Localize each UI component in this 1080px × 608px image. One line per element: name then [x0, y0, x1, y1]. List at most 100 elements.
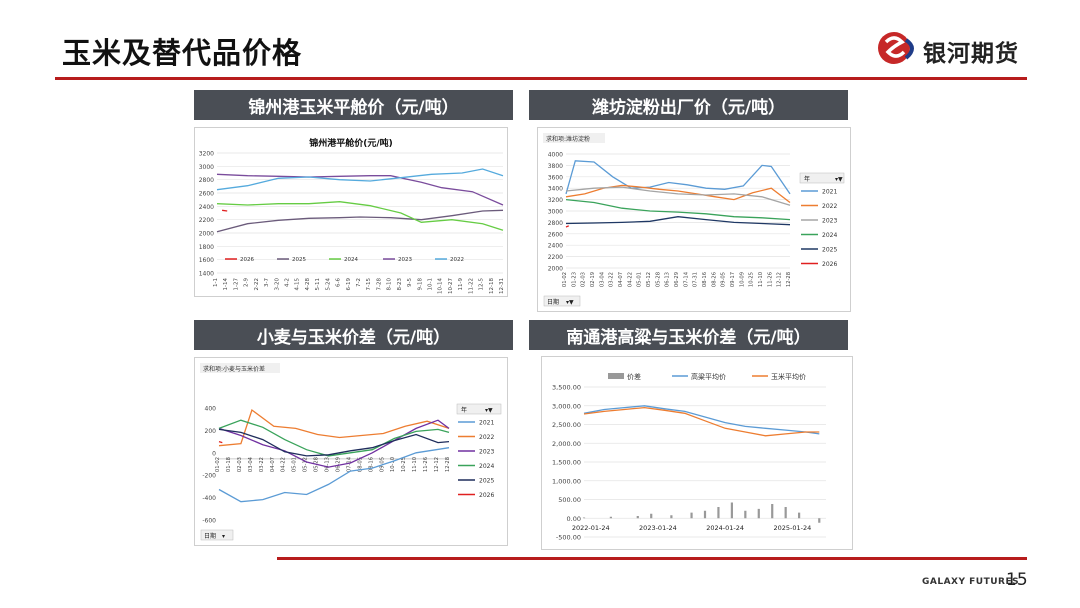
chart-wheat-corn: 求和项:小麦与玉米价差 400 200 0 -200 -400 -600 01-02 01-18…: [194, 357, 508, 546]
x-tick-label: 12-28: [445, 457, 451, 472]
y-tick-label: -400: [202, 495, 216, 502]
x-tick-label: 12-12: [434, 457, 440, 472]
y-tick-label: 0.00: [567, 515, 581, 523]
series-line-2024: [216, 201, 504, 231]
x-tick-label: 4-28: [305, 278, 311, 291]
header-divider: [55, 77, 1027, 80]
x-tick-label: 06-29: [674, 272, 680, 287]
x-tick-label: 05-01: [292, 457, 298, 472]
series-line-2026: [565, 225, 570, 228]
bar-价差: [636, 516, 639, 519]
x-tick-label: 2-22: [254, 278, 260, 290]
year-filter-label: 年: [461, 406, 467, 414]
x-tick-label: 01-23: [571, 272, 577, 287]
y-tick-label: -500.00: [556, 534, 581, 542]
series-line-2023: [565, 186, 791, 206]
y-tick-label: 3200: [548, 197, 563, 204]
x-tick-label: 01-02: [215, 457, 221, 472]
x-tick-label: 08-05: [357, 457, 363, 472]
y-tick-label: 200: [205, 428, 217, 435]
x-tick-label: 2022-01-24: [572, 524, 610, 532]
x-tick-label: 09-17: [730, 272, 736, 287]
y-tick-label: 2800: [548, 220, 563, 227]
x-tick-label: 10-09: [739, 272, 745, 287]
x-tick-label: 1-27: [233, 278, 239, 291]
panel-header-wheat-corn: 小麦与玉米价差（元/吨）: [194, 320, 513, 350]
x-tick-label: 8-23: [397, 278, 403, 291]
year-filter-button: [799, 172, 845, 184]
legend-label: 2025: [822, 247, 837, 254]
x-tick-label: 06-29: [335, 457, 341, 472]
x-tick-label: 10-14: [438, 278, 444, 294]
y-tick-label: 2600: [548, 231, 563, 238]
y-tick-label: 1400: [199, 271, 214, 278]
x-tick-label: 8-10: [387, 278, 393, 291]
x-tick-label: 4-2: [285, 278, 291, 287]
y-tick-label: 400: [205, 406, 217, 413]
chart-weifang: 求和项:潍坊淀粉 4000 3800 3600 3400 3200 3000 2800 2600…: [537, 127, 851, 312]
x-tick-label: 10-25: [749, 272, 755, 287]
series-line-2025: [218, 428, 450, 457]
legend-label: 高粱平均价: [691, 372, 726, 381]
x-tick-label: 05-01: [637, 272, 643, 287]
legend-label: 玉米平均价: [771, 372, 806, 381]
legend-label: 2021: [822, 189, 837, 196]
series-line-2023: [216, 173, 504, 206]
chart-nantong: 3,500.00 3,000.00 2,500.00 2,000.00 1,500.00…: [541, 356, 853, 550]
galaxy-logo-icon: [878, 32, 914, 64]
chart-jinzhou: 锦州港平舱价(元/吨) 3200 3000 2800 2600 2400 2200 2000 1…: [194, 127, 508, 297]
y-tick-label: 3,500.00: [552, 384, 581, 392]
x-tick-label: 09-05: [721, 272, 727, 287]
y-tick-label: 1,500.00: [552, 459, 581, 467]
footer-brand: GALAXY FUTURES: [922, 577, 1020, 587]
y-tick-label: 3200: [199, 151, 214, 158]
x-tick-label: 2025-01-24: [773, 524, 811, 532]
pivot-field-label: 求和项:潍坊淀粉: [546, 135, 590, 143]
x-tick-label: 11-10: [758, 272, 764, 287]
x-tick-label: 04-07: [270, 457, 276, 472]
series-line-2026: [222, 209, 228, 212]
legend-label: 2025: [479, 478, 494, 485]
y-tick-label: 3000: [199, 164, 214, 171]
x-tick-label: 2-9: [244, 278, 250, 287]
y-tick-label: 2400: [199, 204, 214, 211]
x-tick-label: 01-18: [226, 457, 232, 472]
y-tick-label: 3800: [548, 163, 563, 170]
bar-价差: [771, 504, 774, 519]
y-tick-label: 3400: [548, 186, 563, 193]
x-tick-label: 04-22: [627, 272, 633, 287]
date-field-label: 日期: [547, 298, 559, 306]
pivot-field-box: [543, 133, 605, 143]
legend-label: 2021: [479, 420, 494, 427]
x-tick-label: 5-11: [315, 278, 321, 290]
x-tick-label: 03-04: [248, 456, 254, 472]
x-tick-label: 10-27: [448, 278, 454, 294]
x-tick-label: 05-28: [655, 272, 661, 287]
x-tick-label: 04-07: [618, 272, 624, 287]
series-line-2024: [565, 198, 791, 221]
pivot-field-label: 求和项:小麦与玉米价差: [203, 365, 265, 373]
filter-icon: ▾▼: [485, 407, 493, 414]
series-line-2021: [218, 447, 450, 503]
x-tick-label: 06-13: [325, 457, 331, 472]
x-tick-label: 03-04: [599, 271, 605, 287]
y-tick-label: 2000: [199, 231, 214, 238]
y-tick-label: 0: [212, 450, 216, 457]
x-tick-label: 10-1: [428, 278, 434, 290]
x-tick-label: 07-14: [683, 271, 689, 287]
x-tick-label: 08-16: [702, 272, 708, 287]
y-tick-label: 3000: [548, 209, 563, 216]
x-tick-label: 4-15: [295, 278, 301, 291]
x-tick-label: 7-28: [376, 278, 382, 291]
y-tick-label: -200: [202, 473, 216, 480]
panel-header-jinzhou: 锦州港玉米平舱价（元/吨）: [194, 90, 513, 120]
x-tick-label: 11-26: [767, 272, 773, 287]
x-tick-label: 6-19: [346, 278, 352, 291]
legend-label: 2026: [240, 257, 254, 263]
legend-label: 2022: [450, 257, 464, 263]
bar-价差: [730, 502, 733, 519]
x-tick-label: 08-26: [711, 272, 717, 287]
x-tick-label: 11-9: [458, 278, 464, 291]
y-tick-label: 500.00: [558, 496, 581, 504]
x-tick-label: 08-16: [368, 457, 374, 472]
